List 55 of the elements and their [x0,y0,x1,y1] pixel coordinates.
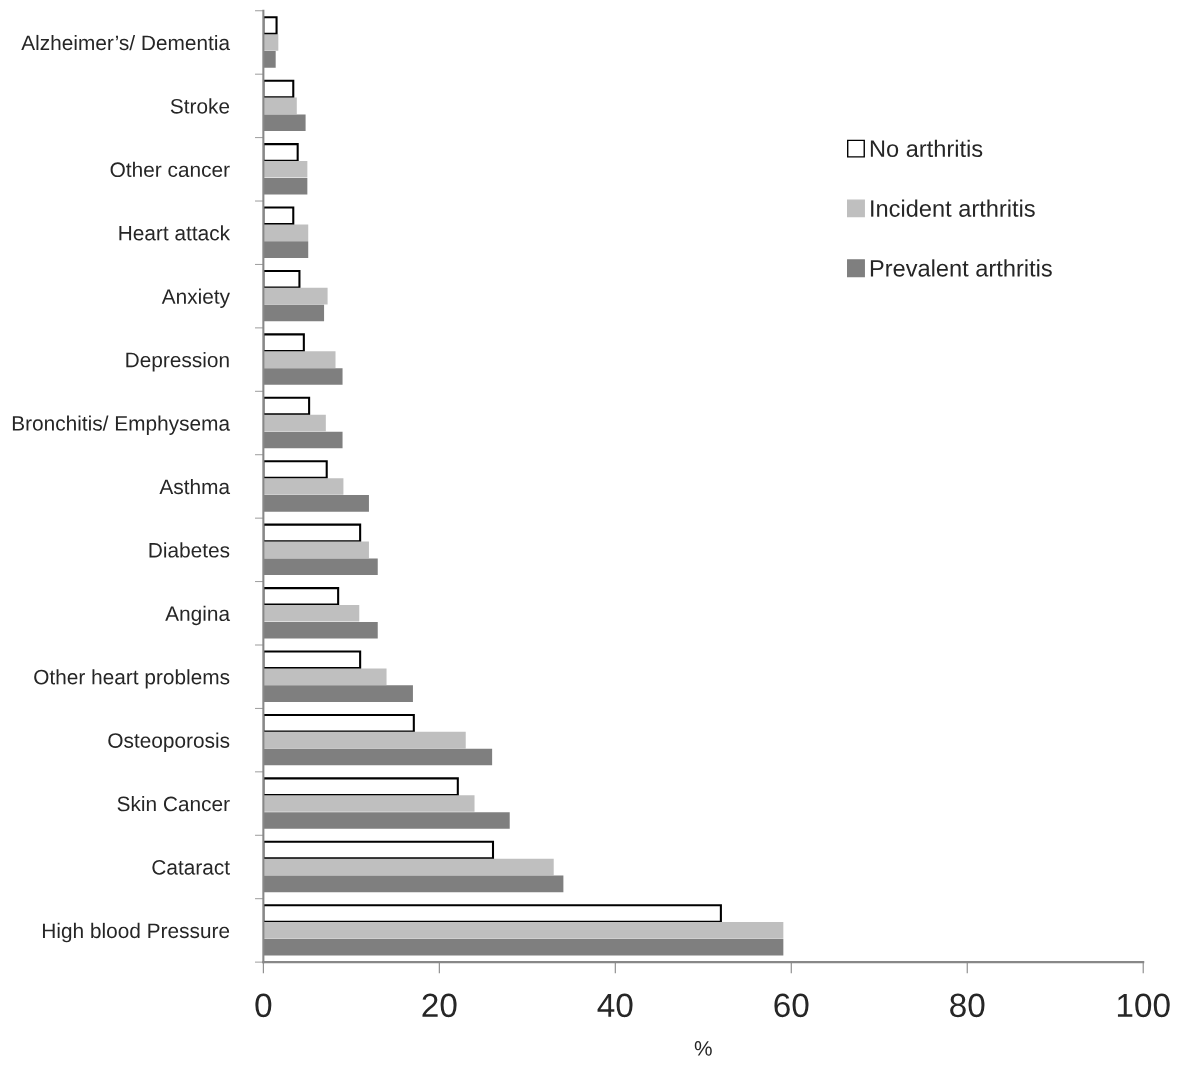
bar [263,161,308,178]
bar [263,34,279,51]
bar [263,478,344,495]
bar [263,143,299,162]
x-tick-label: 0 [255,993,272,1018]
y-tick-label: Heart attack [119,225,231,241]
y-tick-label: Depression [126,352,229,372]
bar [263,650,362,670]
y-tick-label: Skin Cancer [117,796,230,812]
y-tick-label: Alzheimer’s/ Dementia [21,34,231,51]
bar [263,460,328,479]
bar [263,351,336,368]
bar [263,777,459,796]
bar [263,858,554,876]
bar [263,541,369,559]
bar [263,224,309,242]
bar [263,713,415,733]
y-tick-label: Other heart problems [34,669,230,689]
legend-label: Prevalent arthritis [870,259,1052,277]
x-tick-label: 40 [597,993,633,1018]
bar [263,795,475,812]
bar [263,605,360,622]
y-tick-label: Asthma [159,478,231,495]
x-axis-title: % [694,1041,712,1056]
bar [263,904,722,923]
x-tick-label: 20 [422,993,457,1018]
bar [263,668,387,685]
bar [263,396,311,416]
x-tick-label: 80 [950,993,985,1018]
bar [263,269,301,289]
y-tick-label: Other cancer [110,161,230,178]
bar [263,206,295,226]
bar [263,79,295,99]
bar [263,333,305,352]
bar [263,523,362,543]
y-tick-label: High blood Pressure [42,922,230,943]
bar [263,731,466,749]
y-tick-label: Stroke [170,98,230,114]
legend-label: No arthritis [870,139,983,158]
y-tick-label: Diabetes [149,542,230,558]
bar [263,16,278,35]
y-tick-label: Bronchitis/ Emphysema [12,415,231,435]
legend-label: Incident arthritis [871,199,1035,217]
x-tick-label: 100 [1117,993,1170,1018]
bar [263,922,784,939]
bar [263,287,328,305]
y-tick-label: Anxiety [161,288,230,309]
bar [263,840,495,860]
y-tick-label: Cataract [152,859,230,875]
bar [263,587,340,606]
bar [263,414,326,432]
x-tick-label: 60 [774,993,809,1018]
y-tick-label: Osteoporosis [108,732,230,753]
y-tick-label: Angina [165,605,231,626]
bar [263,97,297,115]
